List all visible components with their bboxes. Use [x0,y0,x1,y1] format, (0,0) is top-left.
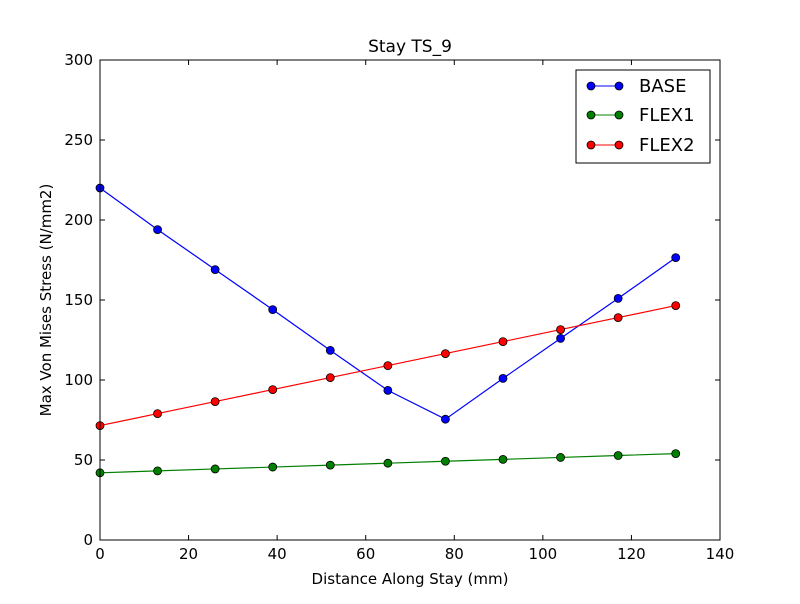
legend-marker-flex2 [586,140,596,150]
data-point-flex2 [153,409,162,419]
series-base [95,183,681,424]
data-point-flex1 [498,454,508,464]
data-point-flex1 [613,451,623,460]
legend-marker-base [614,81,624,91]
data-point-flex1 [153,466,162,476]
x-tick-label: 120 [617,545,646,563]
data-point-flex1 [441,456,450,466]
series-flex2 [95,301,681,431]
y-tick-label: 250 [64,131,93,149]
y-tick-label: 50 [74,451,93,469]
data-point-flex2 [441,349,450,359]
chart-title: Stay TS_9 [368,37,452,57]
series-layer [95,183,681,478]
y-tick-label: 100 [64,371,93,389]
data-point-base [268,305,278,315]
legend-label-flex1: FLEX1 [639,105,695,126]
series-flex1 [95,449,681,478]
x-tick-label: 80 [445,545,464,563]
legend-marker-flex1 [586,110,596,120]
data-point-flex1 [268,462,278,472]
x-tick-label: 60 [356,545,375,563]
data-point-flex2 [210,397,220,407]
x-tick-label: 40 [268,545,287,563]
data-point-flex2 [383,361,393,371]
data-point-base [556,333,565,343]
plot-frame [99,59,721,541]
x-tick-label: 20 [179,545,198,563]
data-point-flex2 [613,313,623,323]
legend-label-base: BASE [639,76,686,97]
data-point-base [383,385,393,395]
data-point-base [325,345,335,355]
data-point-flex1 [325,460,335,470]
data-point-flex2 [268,385,278,395]
legend-label-flex2: FLEX2 [639,135,695,156]
data-point-flex2 [671,301,681,311]
y-axis-label: Max Von Mises Stress (N/mm2) [37,184,55,417]
legend-item-flex1: FLEX1 [586,105,695,126]
x-tick-label: 140 [706,545,735,563]
data-point-base [498,373,508,383]
legend-marker-flex2 [614,140,624,150]
data-point-base [210,265,220,275]
legend-item-base: BASE [586,76,686,97]
data-point-flex1 [383,458,393,468]
legend-marker-flex1 [614,110,624,120]
x-axis-label: Distance Along Stay (mm) [312,570,509,588]
data-point-base [153,225,162,235]
legend: BASE FLEX1 FLEX2 [575,69,711,164]
data-point-flex1 [556,453,565,462]
data-point-base [441,414,450,424]
data-point-flex1 [210,464,220,474]
data-point-flex2 [556,325,565,335]
data-point-base [613,293,623,303]
y-tick-label: 300 [64,51,93,69]
legend-item-flex2: FLEX2 [586,135,695,156]
x-tick-label: 100 [529,545,558,563]
x-tick-label: 0 [95,545,105,563]
y-tick-label: 150 [64,291,93,309]
y-tick-label: 0 [83,531,93,549]
data-point-flex2 [325,373,335,383]
data-point-base [671,253,681,263]
y-tick-label: 200 [64,211,93,229]
data-point-flex1 [671,449,681,459]
legend-marker-base [586,81,596,91]
data-point-flex2 [498,337,508,347]
